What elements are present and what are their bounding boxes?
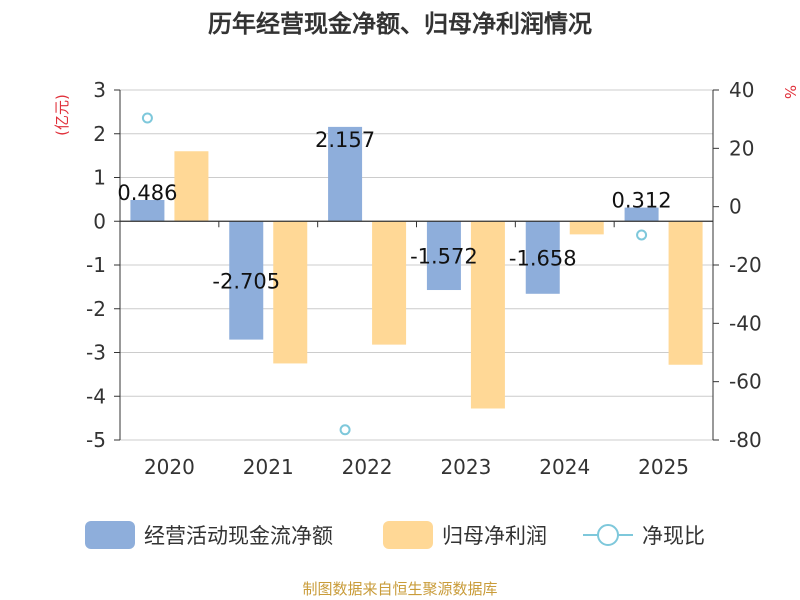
- left-axis-label: (亿元): [53, 94, 71, 136]
- right-tick-label: -60: [729, 370, 762, 394]
- cashflow-bar: [328, 126, 363, 222]
- cashflow-bar: [130, 199, 165, 222]
- legend-label-net-profit: 归母净利润: [442, 524, 547, 548]
- chart-title: 历年经营现金净额、归母净利润情况: [208, 10, 592, 38]
- x-tick-label: 2021: [243, 455, 294, 479]
- x-tick-label: 2020: [144, 455, 195, 479]
- source-note: 制图数据来自恒生聚源数据库: [302, 580, 497, 598]
- net-profit-bar: [668, 221, 703, 365]
- data-label: -1.658: [509, 247, 577, 271]
- data-label: 2.157: [315, 128, 375, 152]
- left-tick-label: 1: [93, 166, 106, 190]
- right-tick-label: -80: [729, 428, 762, 452]
- left-tick-label: 0: [93, 209, 106, 233]
- legend-label-ratio: 净现比: [642, 524, 705, 548]
- x-tick-label: 2025: [638, 455, 689, 479]
- ratio-point: [141, 112, 153, 124]
- right-tick-label: 0: [729, 195, 742, 219]
- cashflow-bar: [624, 207, 659, 222]
- net-profit-bar: [372, 221, 407, 345]
- right-axis-label: %: [781, 85, 799, 99]
- data-label: 0.312: [612, 189, 672, 213]
- ratio-point: [636, 229, 648, 241]
- x-tick-label: 2024: [539, 455, 590, 479]
- right-tick-label: -40: [729, 311, 762, 335]
- data-label: 0.486: [117, 181, 177, 205]
- right-tick-label: 20: [729, 136, 754, 160]
- data-label: -1.572: [410, 245, 478, 269]
- x-tick-label: 2022: [342, 455, 393, 479]
- right-tick-label: 40: [729, 78, 754, 102]
- left-tick-label: -4: [86, 384, 106, 408]
- cashflow-bar: [426, 221, 461, 291]
- left-tick-label: 3: [93, 78, 106, 102]
- net-profit-bar: [273, 221, 308, 364]
- net-profit-bar: [174, 151, 209, 222]
- legend-label-cashflow: 经营活动现金流净额: [144, 524, 333, 548]
- left-tick-label: -1: [86, 253, 106, 277]
- ratio-point: [339, 424, 351, 436]
- left-tick-label: 2: [93, 122, 106, 146]
- net-profit-bar: [569, 221, 604, 235]
- net-profit-bar: [470, 221, 505, 409]
- legend-swatch-net-profit: [383, 521, 433, 549]
- x-tick-label: 2023: [440, 455, 491, 479]
- left-tick-label: -3: [86, 341, 106, 365]
- legend-swatch-cashflow: [85, 521, 135, 549]
- left-tick-label: -2: [86, 297, 106, 321]
- cashflow-bar: [525, 221, 560, 294]
- data-label: -2.705: [212, 269, 280, 293]
- right-tick-label: -20: [729, 253, 762, 277]
- cashflow-bar: [229, 221, 264, 340]
- legend-marker-ratio: [597, 524, 619, 546]
- left-tick-label: -5: [86, 428, 106, 452]
